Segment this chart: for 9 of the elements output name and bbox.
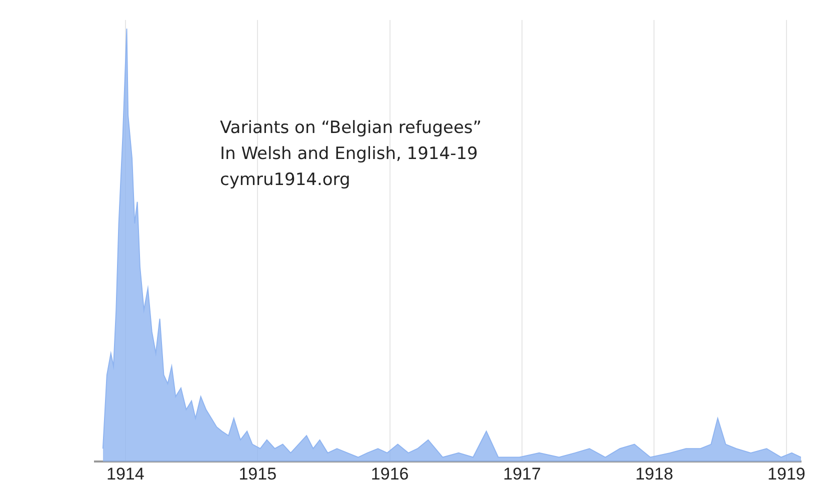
x-tick-label: 1918: [635, 464, 674, 484]
x-tick-label: 1915: [238, 464, 277, 484]
x-tick-label: 1919: [768, 464, 806, 484]
x-tick-label: 1917: [503, 464, 541, 484]
x-tick-label: 1916: [370, 464, 409, 484]
annotation: cymru1914.org: [220, 170, 350, 190]
x-tick-label: 1914: [106, 464, 144, 484]
annotation: Variants on “Belgian refugees”: [220, 118, 482, 138]
annotation: In Welsh and English, 1914-19: [220, 144, 478, 164]
